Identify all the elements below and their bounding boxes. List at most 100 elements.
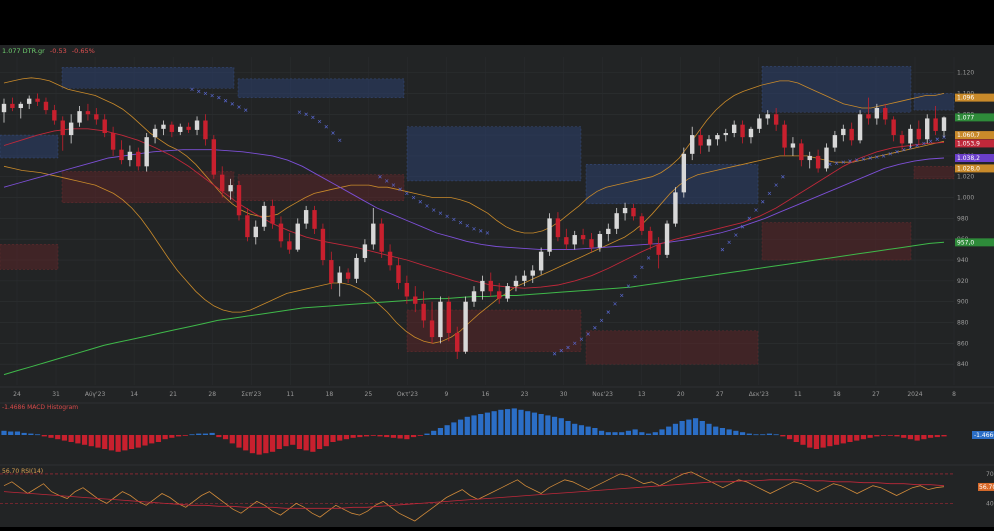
psar-mark (781, 175, 785, 179)
candle-body (10, 103, 15, 109)
macd-bar (310, 435, 316, 452)
psar-mark (398, 187, 402, 191)
macd-bar (780, 435, 786, 437)
demand-zone (0, 244, 59, 270)
candle-body (664, 223, 670, 255)
psar-mark (593, 326, 597, 330)
psar-mark (834, 161, 839, 165)
psar-mark (317, 119, 322, 124)
macd-bar (350, 435, 356, 438)
candle-body (211, 139, 217, 175)
candle-body (505, 286, 510, 299)
psar-mark (774, 183, 778, 187)
date-tick-label: 18 (326, 391, 334, 398)
supply-zone (761, 66, 912, 113)
candle-body (18, 103, 23, 109)
rsi-overbought-label: 70 (986, 471, 994, 478)
macd-bar (639, 432, 645, 435)
macd-badge (972, 431, 994, 439)
psar-mark (445, 214, 449, 219)
psar-mark (297, 110, 302, 114)
candle-body (538, 251, 544, 271)
candle-body (622, 207, 628, 214)
candle-body (731, 124, 737, 134)
psar-mark (190, 87, 194, 91)
psar-mark (223, 99, 228, 103)
macd-bar (464, 416, 470, 435)
date-tick-label: 16 (482, 391, 490, 398)
psar-mark (841, 160, 845, 164)
macd-bar (216, 435, 222, 438)
psar-mark (606, 310, 610, 314)
macd-bar (370, 435, 376, 436)
macd-bar (249, 435, 256, 454)
candle-body (807, 155, 812, 161)
macd-bar (28, 433, 34, 435)
date-tick-label: 25 (365, 391, 373, 398)
candle-body (379, 223, 384, 252)
sma20-line (3, 128, 945, 289)
macd-bar (551, 416, 558, 435)
candle-body (555, 218, 561, 238)
psar-mark (734, 233, 738, 237)
macd-bar (55, 435, 61, 440)
candle-body (203, 120, 208, 140)
chart-area[interactable]: 1.1201.1001.0801.0601.0401.0201.00098096… (0, 45, 994, 527)
candle-body (883, 108, 888, 120)
candle-body (261, 205, 267, 227)
macd-bar (572, 423, 578, 435)
bollinger-upper-line (3, 77, 945, 234)
candle-body (169, 124, 175, 132)
macd-bar (8, 431, 14, 435)
macd-bar (21, 432, 27, 435)
date-tick-label: 28 (208, 391, 216, 398)
date-tick-label: Σεπ'23 (241, 391, 261, 398)
price-badge-label: 1.077 (957, 114, 974, 121)
macd-bar (511, 408, 517, 435)
candle-body (589, 239, 594, 248)
candle-body (639, 216, 645, 231)
date-tick-label: 27 (716, 391, 724, 398)
date-tick-label: 24 (13, 391, 21, 398)
price-badge-label: 1.096 (957, 95, 974, 102)
date-tick-label: 20 (677, 391, 685, 398)
macd-bar (652, 432, 658, 435)
macd-bar (397, 435, 403, 439)
price-badge-label: 1.060,7 (957, 132, 980, 139)
macd-bar (874, 435, 880, 437)
date-tick-label: Οκτ'23 (397, 391, 418, 398)
date-tick-label: 13 (638, 391, 646, 398)
psar-mark (620, 293, 624, 298)
price-tick-label: 980 (957, 215, 969, 222)
candle-body (656, 244, 661, 255)
psar-mark (646, 256, 651, 260)
macd-bar (833, 435, 840, 445)
psar-mark (761, 200, 765, 204)
macd-bar (189, 434, 195, 436)
candle-body (522, 275, 527, 281)
chart-header: 1.077 DTR.gr -0.53 -0.65% (2, 47, 95, 55)
psar-mark (640, 265, 644, 270)
macd-bar (34, 434, 41, 436)
candle-body (765, 114, 770, 119)
stock-chart[interactable]: 1.1201.1001.0801.0601.0401.0201.00098096… (0, 45, 994, 527)
macd-bar (95, 435, 101, 448)
candle-body (564, 237, 569, 245)
candle-body (186, 126, 191, 130)
candle-body (68, 122, 74, 136)
candle-body (371, 223, 376, 245)
candle-body (866, 114, 871, 119)
candle-body (438, 301, 443, 338)
candle-body (362, 244, 368, 258)
macd-bar (263, 435, 269, 454)
candle-body (597, 234, 603, 248)
candle-body (933, 118, 938, 131)
candle-body (404, 282, 410, 297)
psar-mark (338, 138, 342, 143)
macd-bar (692, 418, 699, 435)
macd-bar (128, 435, 135, 449)
macd-bar (390, 435, 397, 438)
psar-mark (432, 208, 436, 212)
macd-bar (417, 435, 423, 436)
psar-mark (479, 229, 483, 233)
